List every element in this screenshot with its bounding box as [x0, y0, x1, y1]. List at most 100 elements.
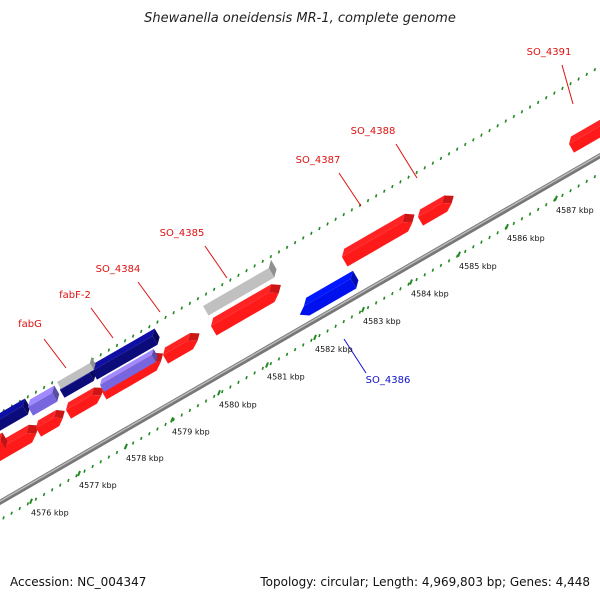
gene-label-so_4391[interactable]: SO_4391 — [527, 47, 572, 58]
feature-front-face — [101, 361, 161, 400]
ruler-tick — [124, 443, 128, 450]
gene-label-fabg[interactable]: fabG — [18, 319, 42, 330]
feature-front-face — [92, 336, 158, 380]
track-dot — [42, 385, 46, 390]
track-dot — [123, 339, 127, 343]
track-dot — [496, 231, 499, 235]
cds-feature — [569, 118, 600, 153]
ruler-tick — [505, 223, 509, 230]
track-dot — [455, 254, 459, 258]
gene-label-fabf-2[interactable]: fabF-2 — [59, 290, 91, 301]
feature-side-face — [54, 409, 65, 419]
track-dot — [480, 240, 483, 244]
feature-front-face — [203, 268, 275, 316]
track-dot — [75, 474, 78, 478]
track-dot — [561, 86, 564, 91]
track-dot — [399, 287, 402, 291]
ruler-tick — [361, 306, 365, 313]
feature-front-face — [211, 292, 279, 336]
track-dot — [107, 348, 111, 352]
feature-front-face — [342, 222, 413, 267]
track-dot — [472, 245, 475, 249]
track-dot — [512, 221, 516, 226]
track-dot — [221, 389, 224, 394]
tick-label: 4578 kbp — [126, 454, 164, 463]
track-dot — [245, 375, 248, 380]
track-dot — [512, 114, 516, 119]
track-dot — [585, 72, 588, 77]
track-dot — [18, 506, 21, 511]
feature-side-face — [152, 328, 160, 345]
track-dot — [536, 100, 540, 105]
track-dot — [496, 124, 499, 128]
track-dot — [391, 184, 394, 189]
callout-line — [90, 307, 114, 339]
ruler-tick — [457, 251, 461, 258]
feature-side-face — [442, 195, 454, 204]
gene-label-so_4386[interactable]: SO_4386 — [366, 375, 411, 386]
feature-top-face — [569, 118, 600, 144]
feature-front-face — [0, 440, 6, 455]
tick-label: 4584 kbp — [411, 289, 449, 298]
cds-feature — [36, 409, 65, 437]
feature-side-face — [268, 259, 277, 278]
feature-side-face — [26, 424, 39, 434]
tick-label: 4586 kbp — [507, 234, 545, 243]
track-dot — [34, 390, 38, 394]
track-dot — [318, 226, 321, 231]
track-dot — [140, 436, 143, 441]
track-dot — [431, 268, 435, 272]
map-title: Shewanella oneidensis MR-1, complete gen… — [144, 11, 456, 26]
feature-front-face — [57, 363, 94, 389]
track-dot — [439, 156, 443, 161]
gene-label-so_4388[interactable]: SO_4388 — [351, 126, 396, 137]
track-dot — [326, 329, 329, 333]
callout-line — [343, 338, 367, 374]
track-dot — [431, 161, 435, 165]
track-dot — [350, 208, 354, 212]
track-dot — [237, 380, 240, 385]
feature-top-face — [57, 356, 92, 382]
track-dot — [269, 361, 273, 366]
feature-top-face — [303, 270, 353, 306]
ruler-tick — [554, 195, 558, 202]
track-dot — [164, 422, 167, 427]
feature-side-face — [89, 356, 96, 370]
track-dot — [569, 82, 572, 86]
track-dot — [545, 203, 548, 207]
ruler-tick — [313, 334, 317, 341]
gene-label-so_4387[interactable]: SO_4387 — [296, 155, 341, 166]
track-dot — [293, 240, 297, 245]
feature-side-face — [402, 213, 415, 223]
track-dot — [528, 105, 532, 109]
feature-top-face — [211, 284, 272, 326]
track-dot — [188, 408, 192, 413]
gene-label-so_4384[interactable]: SO_4384 — [96, 264, 141, 275]
track-dot — [577, 184, 580, 188]
track-dot — [164, 315, 167, 320]
track-dot — [204, 399, 208, 403]
track-dot — [480, 133, 483, 137]
track-dot — [374, 301, 378, 305]
kbp-ruler: 4576 kbp 4577 kbp 4578 kbp 4579 kbp 4580 kbp… — [29, 195, 594, 518]
track-dot — [536, 207, 540, 212]
feature-front-face — [299, 279, 357, 316]
track-dot — [131, 334, 135, 338]
track-dot — [569, 189, 572, 193]
feature-top-face — [0, 398, 25, 425]
track-dot — [131, 441, 135, 445]
track-dot — [561, 193, 564, 198]
ruler-tick — [29, 498, 33, 505]
feature-front-face — [0, 433, 37, 463]
track-dot — [261, 259, 264, 264]
gene-label-so_4385[interactable]: SO_4385 — [160, 228, 205, 239]
track-dot — [83, 469, 86, 473]
track-dot — [545, 96, 548, 100]
feature — [203, 259, 277, 316]
track-dot — [488, 128, 491, 133]
track-dot — [383, 189, 386, 193]
feature-front-face — [60, 373, 94, 398]
feature-top-face — [100, 348, 154, 385]
callout-line — [43, 338, 67, 369]
